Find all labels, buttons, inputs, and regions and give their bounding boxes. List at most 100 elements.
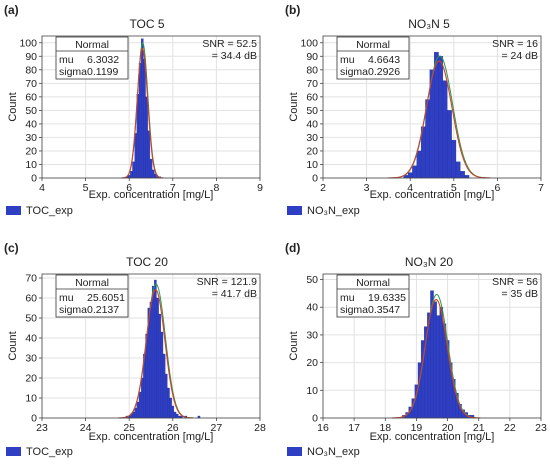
y-tick-label: 0 (312, 413, 318, 425)
histogram-bar (160, 331, 164, 419)
axes-frame (322, 35, 542, 179)
y-tick-label: 10 (25, 393, 37, 405)
x-tick-label: 5 (451, 182, 457, 194)
histogram-bar (447, 110, 452, 179)
y-tick-label: 40 (25, 333, 37, 345)
stats-row-name: sigma (59, 66, 87, 78)
x-tick-label: 4 (39, 182, 45, 194)
x-tick-label: 24 (80, 422, 92, 434)
y-tick-label: 20 (25, 373, 37, 385)
histogram-bar (175, 413, 179, 419)
fit-curve (391, 298, 481, 419)
snr-annotation: SNR = 16 (492, 38, 538, 50)
stats-row-name: sigma (59, 304, 87, 316)
x-tick-label: 21 (473, 422, 485, 434)
y-tick-label: 0 (312, 173, 318, 185)
y-tick-label: 100 (19, 37, 37, 49)
y-axis-label: Count (288, 331, 300, 360)
x-tick-label: 5 (83, 182, 89, 194)
histogram-bar (141, 377, 144, 419)
x-tick-label: 18 (379, 422, 391, 434)
chart-panel-4: (d) NO₃N 20 16 17 18 19 20 21 22 23 0 10 20 30 40 50 Exp… (285, 241, 547, 458)
histogram-bar (436, 315, 440, 419)
x-tick-label: 28 (254, 422, 266, 434)
stats-row-value: 0.1199 (87, 66, 118, 78)
stats-row-value: 0.2926 (368, 66, 400, 78)
stats-box-title: Normal (356, 277, 390, 289)
histogram-bar (167, 387, 170, 419)
y-tick-label: 90 (25, 51, 37, 63)
stats-row-name: mu (340, 292, 355, 304)
y-tick-label: 50 (306, 274, 318, 286)
histogram-bar (460, 171, 465, 179)
axes-frame (322, 273, 542, 419)
axes-frame (41, 35, 261, 179)
y-tick-label: 30 (306, 132, 318, 144)
y-axis-label: Count (7, 92, 19, 121)
snr-annotation: = 34.4 dB (212, 50, 257, 62)
fit-curve (388, 60, 491, 179)
snr-annotation: = 41.7 dB (212, 288, 257, 300)
histogram-bar (151, 169, 155, 179)
panel-label: (d) (285, 241, 300, 255)
stats-box-title: Normal (75, 277, 109, 289)
histogram-bar (134, 133, 137, 179)
stats-row-name: mu (340, 54, 355, 66)
y-tick-label: 30 (25, 353, 37, 365)
histogram-bar (165, 373, 168, 419)
y-tick-label: 10 (306, 159, 318, 171)
x-tick-label: 8 (213, 182, 219, 194)
y-tick-label: 30 (25, 132, 37, 144)
x-tick-label: 7 (170, 182, 176, 194)
x-axis-label: Exp. concentration [mg/L] (89, 189, 214, 201)
x-tick-label: 9 (257, 182, 263, 194)
y-tick-label: 100 (300, 37, 318, 49)
y-tick-label: 60 (306, 91, 318, 103)
histogram-bar (143, 58, 146, 179)
x-tick-label: 20 (442, 422, 454, 434)
histogram-bar (433, 301, 437, 419)
x-tick-label: 4 (407, 182, 413, 194)
histogram-bar (154, 279, 157, 419)
y-tick-label: 20 (306, 357, 318, 369)
y-tick-label: 50 (306, 105, 318, 117)
y-tick-label: 10 (306, 385, 318, 397)
histogram-bar (147, 130, 151, 179)
snr-annotation: = 35 dB (502, 288, 539, 300)
histogram-bar (407, 172, 413, 179)
stats-box-title: Normal (356, 39, 390, 51)
panel-label: (b) (285, 3, 300, 17)
x-tick-label: 2 (320, 182, 326, 194)
fit-curve (118, 289, 193, 419)
chart-panel-3: (c) TOC 20 23 24 25 26 27 28 0 10 20 30 40 50 60 70 Exp.… (4, 241, 266, 458)
snr-annotation: SNR = 56 (492, 276, 538, 288)
histogram-bar (158, 313, 161, 419)
histogram-bar (416, 150, 422, 179)
y-tick-label: 40 (306, 118, 318, 130)
y-tick-label: 0 (31, 413, 37, 425)
y-tick-label: 70 (25, 78, 37, 90)
y-tick-label: 60 (25, 91, 37, 103)
chart-title: NO₃N 20 (405, 255, 454, 269)
histogram-bar (464, 175, 470, 179)
stats-box-frame (336, 274, 410, 318)
panel-label: (a) (4, 3, 19, 17)
x-tick-label: 27 (211, 422, 223, 434)
y-tick-label: 10 (25, 159, 37, 171)
histogram-bar (438, 56, 444, 179)
stats-row-name: sigma (340, 304, 368, 316)
x-axis-label: Exp. concentration [mg/L] (89, 431, 214, 443)
histogram-bar (151, 285, 155, 419)
histogram-bar (127, 175, 131, 179)
snr-annotation: SNR = 52.5 (202, 38, 257, 50)
histogram-bar (173, 411, 177, 419)
legend-label: NO₃N_exp (307, 205, 360, 217)
y-tick-label: 50 (25, 105, 37, 117)
y-tick-label: 20 (306, 145, 318, 157)
stats-box-frame (55, 274, 129, 318)
fit-curve (121, 47, 164, 179)
y-tick-label: 20 (25, 145, 37, 157)
